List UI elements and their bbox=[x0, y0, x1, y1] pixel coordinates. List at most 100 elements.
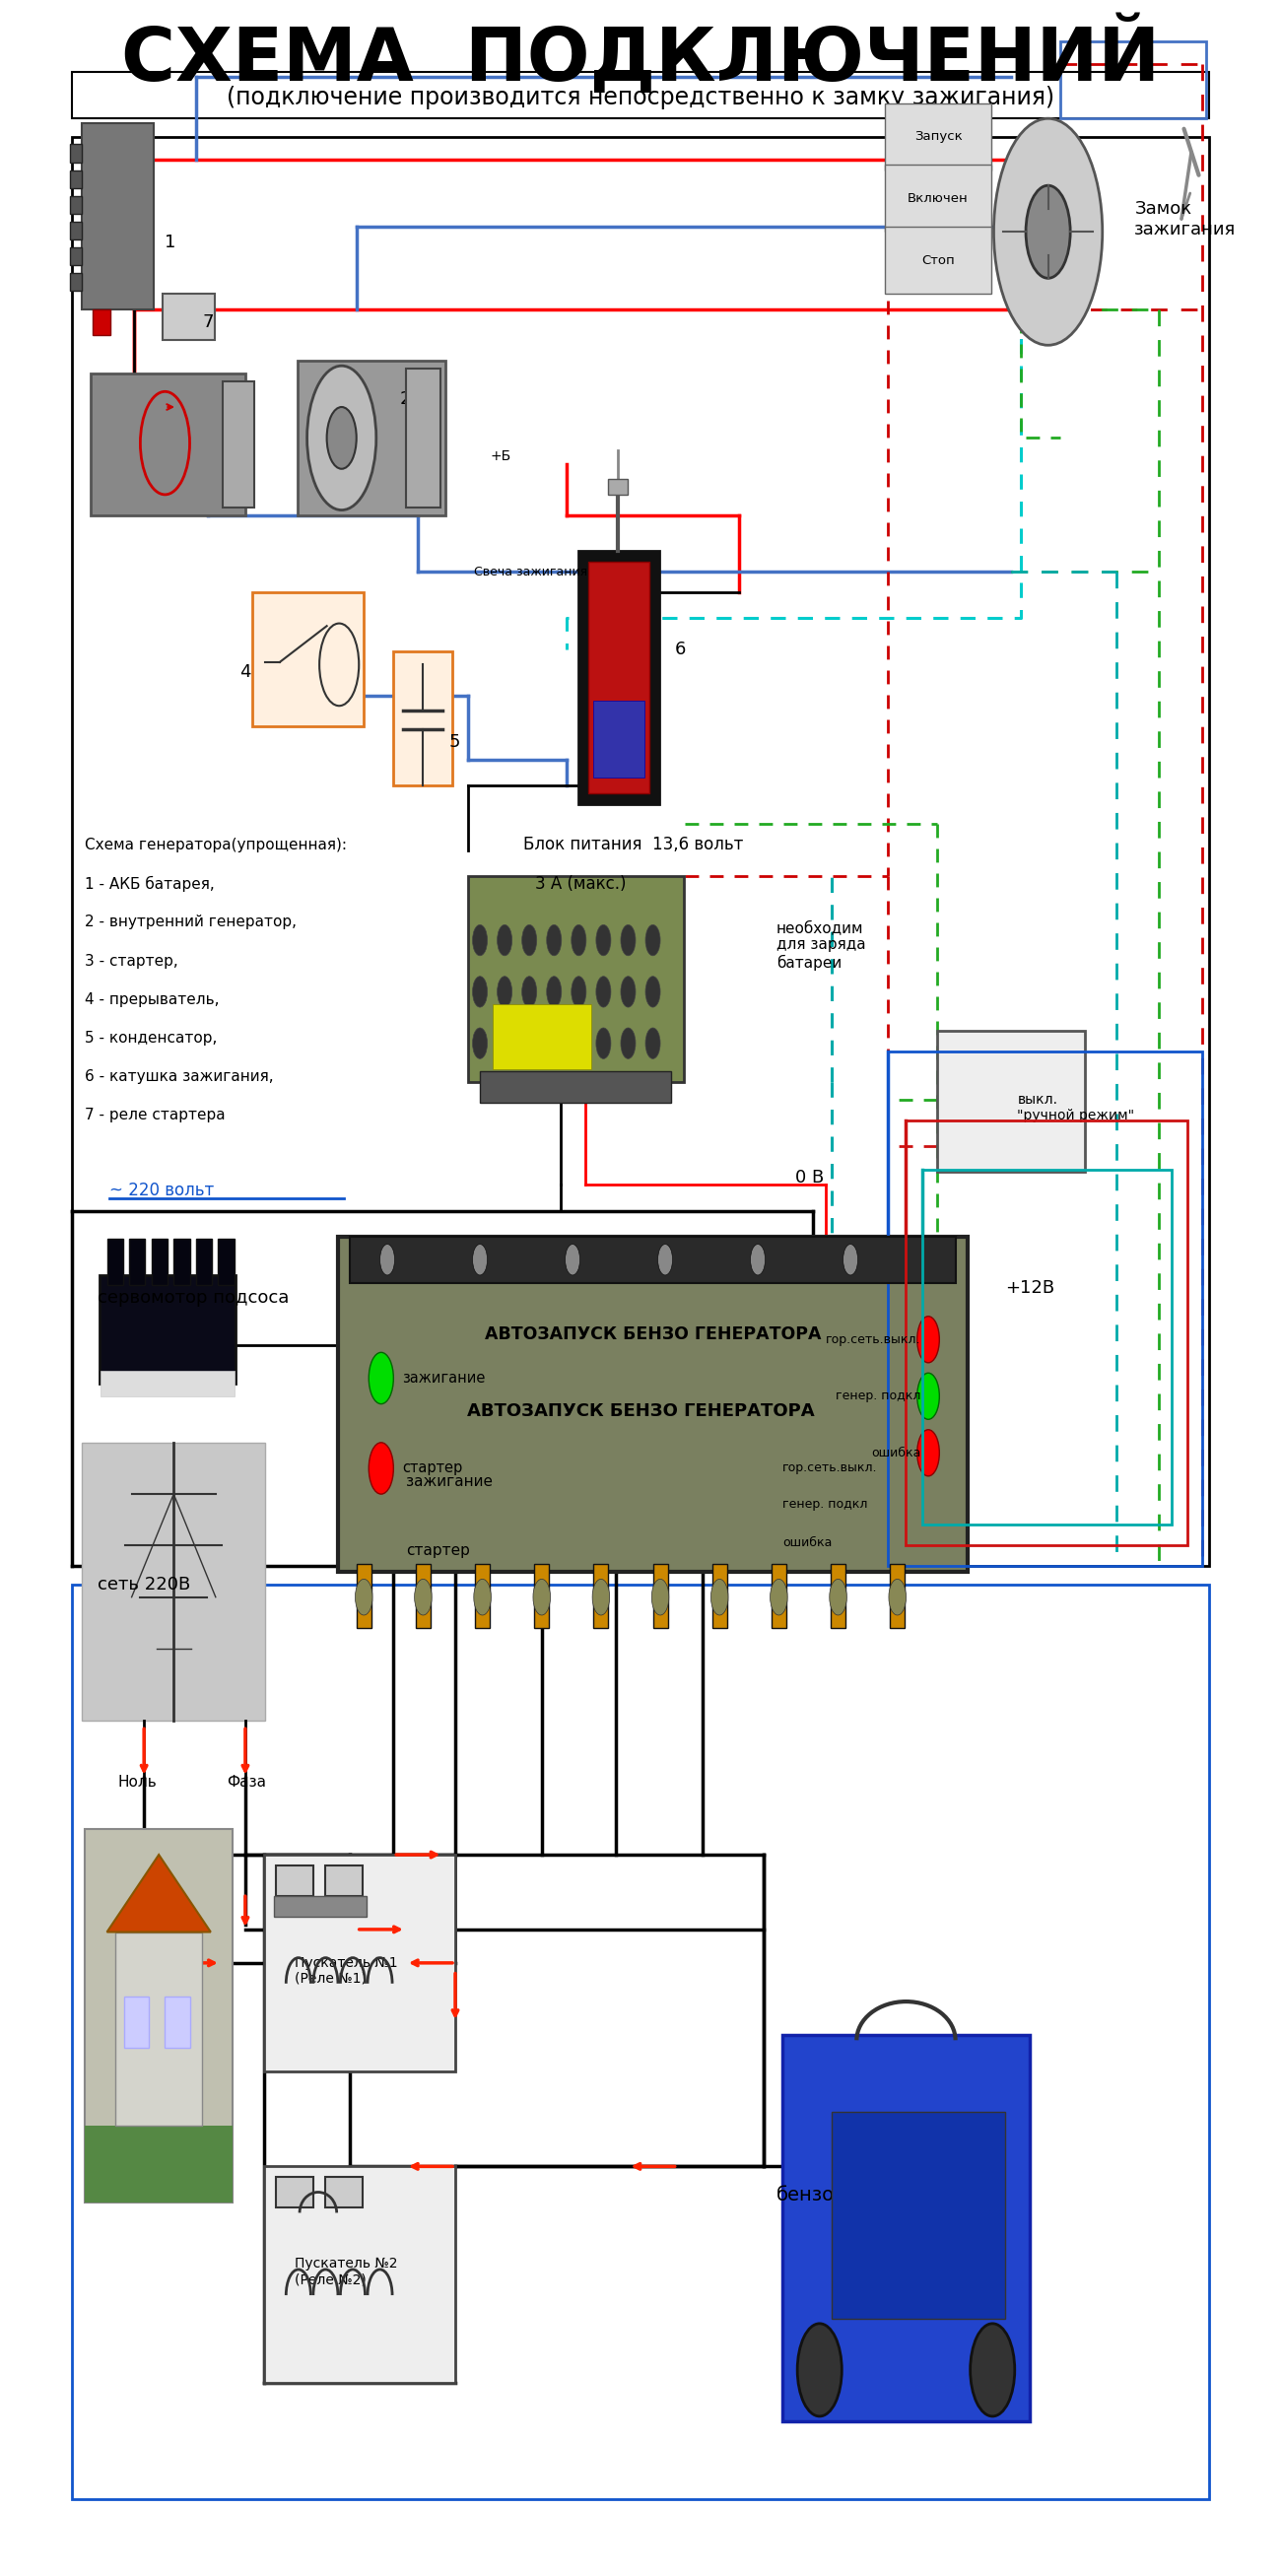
Circle shape bbox=[473, 1244, 487, 1275]
Bar bbox=[101, 1370, 234, 1396]
Bar bbox=[223, 381, 254, 507]
Bar bbox=[85, 2125, 233, 2202]
Circle shape bbox=[307, 366, 377, 510]
Bar bbox=[922, 1170, 1172, 1525]
Circle shape bbox=[917, 1430, 939, 1476]
Circle shape bbox=[497, 925, 512, 956]
Text: зажигание: зажигание bbox=[406, 1473, 493, 1489]
Text: 4 - прерыватель,: 4 - прерыватель, bbox=[85, 992, 219, 1007]
Text: зажигание: зажигание bbox=[402, 1370, 485, 1386]
Bar bbox=[82, 1443, 265, 1721]
Circle shape bbox=[797, 2324, 842, 2416]
Circle shape bbox=[917, 1373, 939, 1419]
Circle shape bbox=[533, 1579, 551, 1615]
Bar bbox=[480, 1072, 671, 1103]
Bar bbox=[70, 196, 82, 214]
Circle shape bbox=[547, 925, 561, 956]
Text: +Б: +Б bbox=[489, 448, 511, 464]
Text: 5: 5 bbox=[450, 734, 460, 750]
Bar bbox=[338, 1236, 967, 1571]
Circle shape bbox=[473, 1028, 487, 1059]
Text: 4: 4 bbox=[240, 665, 251, 680]
Bar bbox=[350, 1236, 956, 1283]
Circle shape bbox=[657, 1244, 673, 1275]
Bar bbox=[783, 2035, 1030, 2421]
Bar bbox=[589, 562, 649, 793]
Bar bbox=[277, 2177, 314, 2208]
Bar bbox=[468, 876, 684, 1082]
Bar bbox=[85, 1829, 233, 2202]
Circle shape bbox=[473, 976, 487, 1007]
Bar bbox=[277, 1865, 314, 1896]
Circle shape bbox=[380, 1244, 395, 1275]
Bar bbox=[406, 368, 441, 507]
Circle shape bbox=[497, 1028, 512, 1059]
Bar bbox=[492, 1005, 591, 1069]
FancyBboxPatch shape bbox=[885, 165, 991, 232]
Bar bbox=[1061, 41, 1207, 118]
Bar bbox=[92, 309, 110, 335]
Circle shape bbox=[571, 925, 587, 956]
Text: 7 - реле стартера: 7 - реле стартера bbox=[85, 1108, 225, 1123]
Text: выкл.
"ручной режим": выкл. "ручной режим" bbox=[1017, 1092, 1135, 1123]
Circle shape bbox=[970, 2324, 1015, 2416]
Circle shape bbox=[889, 1579, 906, 1615]
Text: 1 - АКБ батарея,: 1 - АКБ батарея, bbox=[85, 876, 214, 891]
Bar bbox=[129, 1239, 145, 1285]
Bar bbox=[936, 1030, 1085, 1172]
Circle shape bbox=[646, 1028, 660, 1059]
Circle shape bbox=[830, 1579, 847, 1615]
Circle shape bbox=[497, 976, 512, 1007]
Text: +12В: +12В bbox=[1004, 1280, 1054, 1296]
Bar bbox=[593, 701, 644, 778]
Bar bbox=[325, 2177, 363, 2208]
Circle shape bbox=[917, 1316, 939, 1363]
Text: Запуск: Запуск bbox=[915, 131, 962, 142]
Circle shape bbox=[547, 1028, 561, 1059]
Text: Фаза: Фаза bbox=[227, 1775, 266, 1790]
Circle shape bbox=[355, 1579, 373, 1615]
Circle shape bbox=[565, 1244, 580, 1275]
Bar bbox=[264, 2166, 455, 2383]
Polygon shape bbox=[106, 1855, 210, 1932]
Bar bbox=[70, 247, 82, 265]
Text: Пускатель №1
(Реле №1): Пускатель №1 (Реле №1) bbox=[295, 1955, 398, 1986]
Text: генер. подкл: генер. подкл bbox=[783, 1499, 867, 1510]
Circle shape bbox=[621, 976, 635, 1007]
Circle shape bbox=[327, 407, 356, 469]
Circle shape bbox=[571, 1028, 587, 1059]
Text: Включен: Включен bbox=[899, 188, 963, 204]
Text: 3 А (макс.): 3 А (макс.) bbox=[535, 876, 626, 891]
Text: (подключение производится непосредственно к замку зажигания): (подключение производится непосредственн… bbox=[227, 85, 1054, 111]
Bar bbox=[264, 1855, 455, 2071]
Bar bbox=[475, 1564, 489, 1628]
Text: бензогенератор: бензогенератор bbox=[776, 2184, 940, 2205]
Text: Свеча зажигания: Свеча зажигания bbox=[474, 567, 587, 577]
Bar bbox=[106, 1239, 123, 1285]
Text: 3: 3 bbox=[240, 448, 251, 464]
Text: генер. подкл: генер. подкл bbox=[835, 1391, 921, 1401]
Bar bbox=[70, 222, 82, 240]
Text: стартер: стартер bbox=[406, 1543, 470, 1558]
Circle shape bbox=[596, 1028, 611, 1059]
Bar bbox=[72, 72, 1209, 118]
Bar bbox=[771, 1564, 787, 1628]
Circle shape bbox=[474, 1579, 491, 1615]
Circle shape bbox=[994, 118, 1103, 345]
Text: сервомотор подсоса: сервомотор подсоса bbox=[97, 1291, 288, 1306]
Text: Схема генератора(упрощенная):: Схема генератора(упрощенная): bbox=[85, 837, 347, 853]
Text: 5 - конденсатор,: 5 - конденсатор, bbox=[85, 1030, 218, 1046]
Circle shape bbox=[547, 976, 561, 1007]
Bar bbox=[593, 1564, 608, 1628]
Bar bbox=[72, 1584, 1209, 2499]
Bar bbox=[91, 374, 245, 515]
Text: гор.сеть.выкл.: гор.сеть.выкл. bbox=[783, 1463, 877, 1473]
Bar bbox=[218, 1239, 234, 1285]
Bar bbox=[890, 1564, 904, 1628]
Bar bbox=[534, 1564, 550, 1628]
Circle shape bbox=[596, 925, 611, 956]
Text: гор.сеть.выкл.: гор.сеть.выкл. bbox=[826, 1334, 921, 1345]
Circle shape bbox=[369, 1443, 393, 1494]
Bar bbox=[151, 1239, 168, 1285]
Bar bbox=[608, 479, 628, 495]
